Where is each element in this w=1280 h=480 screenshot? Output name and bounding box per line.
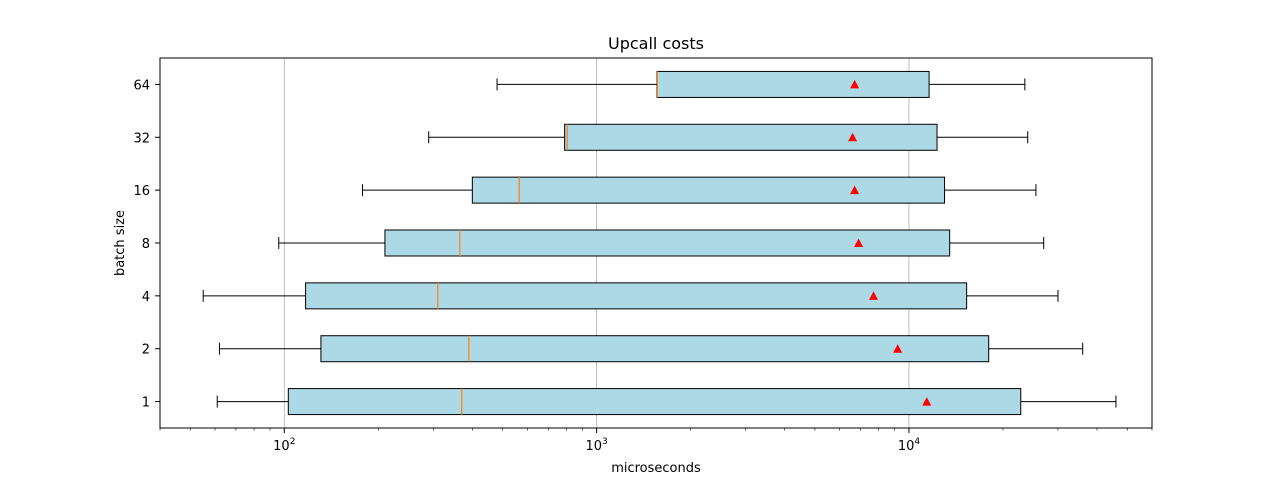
y-tick-label: 2 — [142, 343, 150, 358]
box-1 — [216, 388, 1117, 416]
x-tick-label: 104 — [898, 437, 921, 454]
iqr-box — [384, 229, 951, 257]
axes: 102 103 104 1 2 4 8 16 32 64 — [133, 78, 1153, 454]
mean-marker — [854, 238, 864, 247]
iqr-box — [471, 176, 946, 204]
y-tick-label: 16 — [133, 184, 150, 199]
box-64 — [496, 70, 1026, 98]
x-tick-label: 102 — [273, 437, 295, 454]
mean-marker — [850, 79, 860, 89]
box-2 — [218, 335, 1084, 363]
y-axis-label: batch size — [113, 210, 128, 276]
plot-area-frame — [159, 57, 1153, 429]
x-axis-label: microseconds — [611, 461, 701, 476]
y-tick-label: 32 — [133, 131, 150, 146]
box-16 — [362, 176, 1037, 204]
iqr-box — [320, 335, 990, 363]
mean-marker — [893, 344, 903, 353]
iqr-box — [656, 70, 930, 98]
mean-marker — [922, 397, 932, 406]
box-8 — [278, 229, 1045, 257]
chart-title: Upcall costs — [608, 34, 704, 53]
iqr-box — [287, 388, 1022, 416]
box-4 — [202, 282, 1059, 310]
mean-marker — [848, 132, 858, 142]
mean-marker — [869, 291, 879, 300]
mean-marker — [850, 185, 860, 195]
iqr-box — [305, 282, 968, 310]
box-series — [202, 70, 1117, 416]
y-tick-label: 4 — [142, 290, 150, 305]
x-tick-label: 103 — [585, 437, 607, 454]
y-tick-label: 1 — [142, 396, 150, 411]
y-tick-label: 64 — [133, 78, 150, 93]
iqr-box — [564, 123, 938, 151]
y-tick-label: 8 — [142, 237, 150, 252]
box-32 — [428, 123, 1029, 151]
